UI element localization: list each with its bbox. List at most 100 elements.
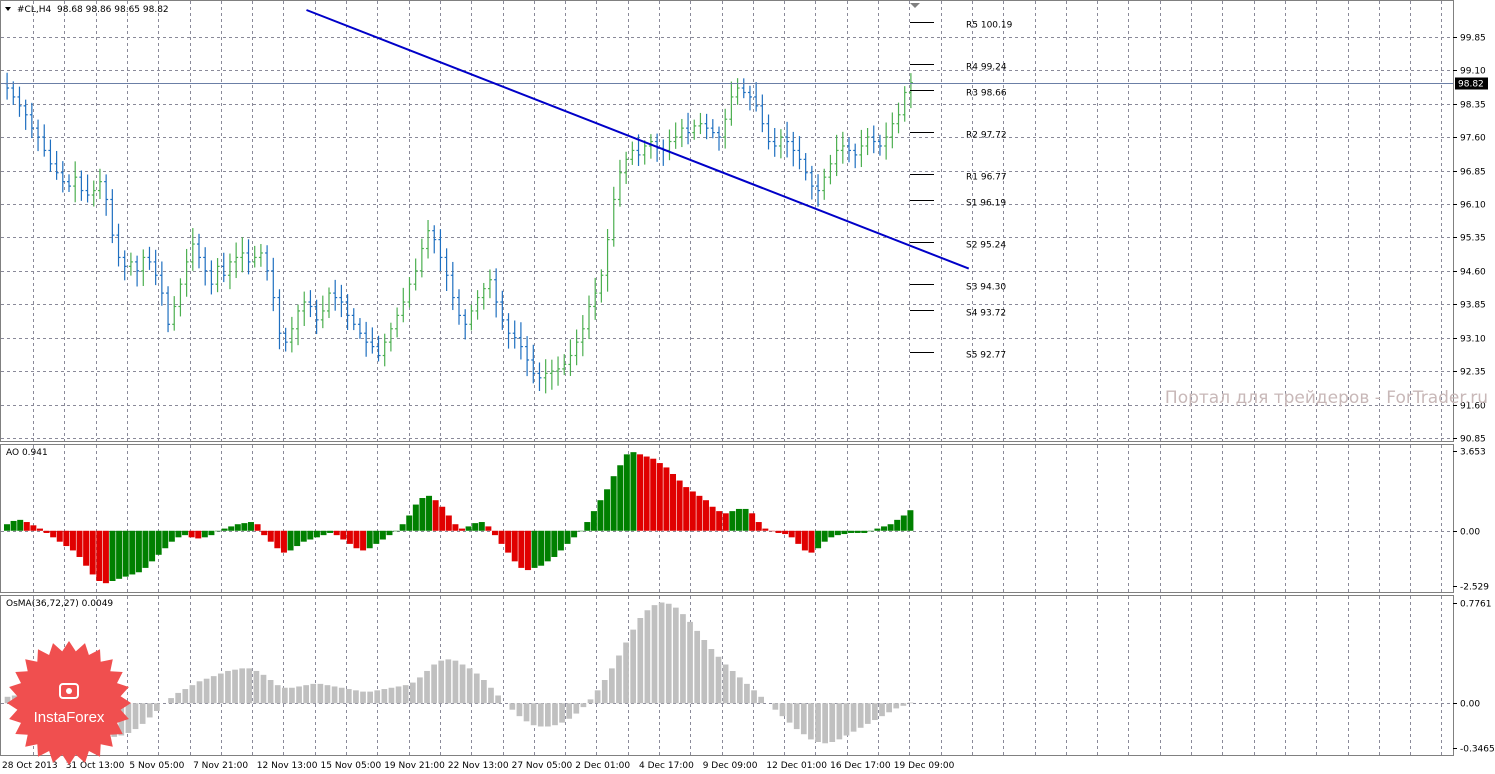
ao-bar — [775, 530, 782, 533]
ao-bar — [709, 506, 716, 531]
x-tick-label: 27 Nov 05:00 — [512, 761, 573, 771]
ao-bar — [531, 530, 538, 568]
scroll-marker-icon[interactable] — [910, 3, 920, 8]
ao-bar — [887, 524, 894, 531]
pivot-level-label: S2 95.24 — [966, 241, 1006, 251]
ao-bar — [702, 500, 709, 531]
ao-bar — [459, 528, 465, 531]
x-tick-label: 28 Oct 2013 — [2, 761, 58, 771]
ao-bar — [254, 524, 261, 531]
pivot-level-label: S5 92.77 — [966, 351, 1006, 361]
y-tick-label: 98.35 — [1460, 101, 1486, 111]
ao-bar — [261, 530, 268, 536]
ao-bar — [841, 530, 848, 535]
x-tick-label: 31 Oct 13:00 — [66, 761, 125, 771]
x-axis: 28 Oct 2013 31 Oct 13:00 5 Nov 05:00 7 Nov … — [2, 761, 955, 771]
y-tick-label: 99.85 — [1460, 34, 1486, 44]
ao-bar — [155, 530, 162, 555]
ao-bar — [228, 526, 235, 531]
ao-bar — [56, 530, 63, 542]
ao-label: AO 0.941 — [6, 448, 48, 458]
ao-bar — [768, 530, 775, 532]
chevron-down-icon[interactable] — [5, 7, 11, 11]
ao-bar — [366, 530, 373, 549]
ao-bar — [182, 530, 189, 536]
ao-bar — [762, 528, 769, 531]
ao-bar — [689, 491, 696, 531]
x-tick-label: 19 Dec 09:00 — [894, 761, 955, 771]
ao-bar — [610, 476, 617, 531]
y-axes: 99.85 99.10 98.35 97.60 96.85 96.10 95.35 94.60… — [1453, 34, 1495, 755]
ao-bar — [43, 530, 50, 533]
logo-badge — [7, 641, 131, 765]
ao-bar — [234, 524, 241, 531]
x-tick-label: 9 Dec 09:00 — [703, 761, 758, 771]
ao-bar — [294, 530, 301, 547]
ao-bar — [518, 530, 525, 568]
trend-line[interactable] — [306, 9, 970, 270]
ao-bar — [867, 530, 874, 532]
ao-bar — [834, 530, 841, 536]
ao-bar — [445, 515, 452, 531]
ao-bar — [557, 530, 564, 551]
x-tick-label: 2 Dec 01:00 — [575, 761, 630, 771]
panel-frames — [0, 0, 1454, 756]
ao-bar — [327, 530, 334, 533]
ao-bar — [472, 523, 479, 531]
ao-bar — [874, 528, 881, 531]
ao-bar — [696, 495, 703, 531]
ao-bar — [10, 520, 17, 531]
x-tick-label: 22 Nov 13:00 — [448, 761, 509, 771]
ao-bar — [828, 530, 835, 538]
ao-bar — [511, 530, 518, 562]
ao-bar — [854, 530, 861, 533]
ao-bar — [23, 522, 30, 531]
watermark-text: Портал для трейдеров - ForTrader.ru — [1165, 388, 1488, 408]
ao-bar — [175, 530, 182, 538]
y-tick-label: 93.10 — [1460, 335, 1486, 345]
ao-bar — [848, 530, 855, 533]
ao-bar — [195, 530, 202, 539]
ao-bar — [861, 530, 868, 533]
x-tick-label: 5 Nov 05:00 — [129, 761, 184, 771]
osma-panel[interactable] — [4, 602, 914, 744]
ao-bar — [287, 530, 294, 551]
ao-bar — [788, 530, 795, 538]
ao-bar — [491, 530, 498, 536]
ao-bar — [524, 530, 531, 571]
ao-bar — [505, 530, 512, 553]
ao-bar — [630, 452, 637, 531]
pivot-level-label: S4 93.72 — [966, 309, 1006, 319]
y-tick-label: 96.85 — [1460, 168, 1486, 178]
ao-bar — [340, 530, 347, 540]
ao-bar — [465, 526, 472, 531]
ao-bar — [122, 530, 129, 577]
ao-bar — [881, 526, 888, 531]
y-tick-label: 3.653 — [1460, 448, 1486, 458]
ao-bar — [439, 506, 446, 531]
pivot-level-label: R2 97.72 — [966, 131, 1007, 141]
ao-bar — [551, 530, 558, 557]
ao-panel[interactable] — [4, 452, 914, 584]
ao-bar — [241, 523, 248, 531]
ao-bar — [782, 530, 789, 535]
ao-bar — [722, 513, 729, 531]
pivot-level-label: S3 94.30 — [966, 283, 1006, 293]
ao-bar — [36, 528, 43, 531]
ao-bar — [142, 530, 149, 568]
ao-bar — [76, 530, 83, 557]
y-tick-label: 94.60 — [1460, 268, 1486, 278]
ao-bar — [129, 530, 136, 575]
ao-bar — [571, 530, 578, 538]
ao-bar — [69, 530, 76, 551]
y-tick-label: 93.85 — [1460, 301, 1486, 311]
ao-bar — [894, 519, 901, 531]
ao-bar — [221, 528, 228, 531]
ao-bar — [162, 530, 169, 549]
ao-bar — [149, 530, 156, 562]
ao-bar — [307, 530, 314, 540]
price-panel[interactable]: 98.82 R5 100.19 R4 99.24 R3 98.66 R2 97.72 R1… — [1, 3, 1488, 394]
ao-bar — [208, 530, 215, 536]
y-tick-label: 99.10 — [1460, 67, 1486, 77]
